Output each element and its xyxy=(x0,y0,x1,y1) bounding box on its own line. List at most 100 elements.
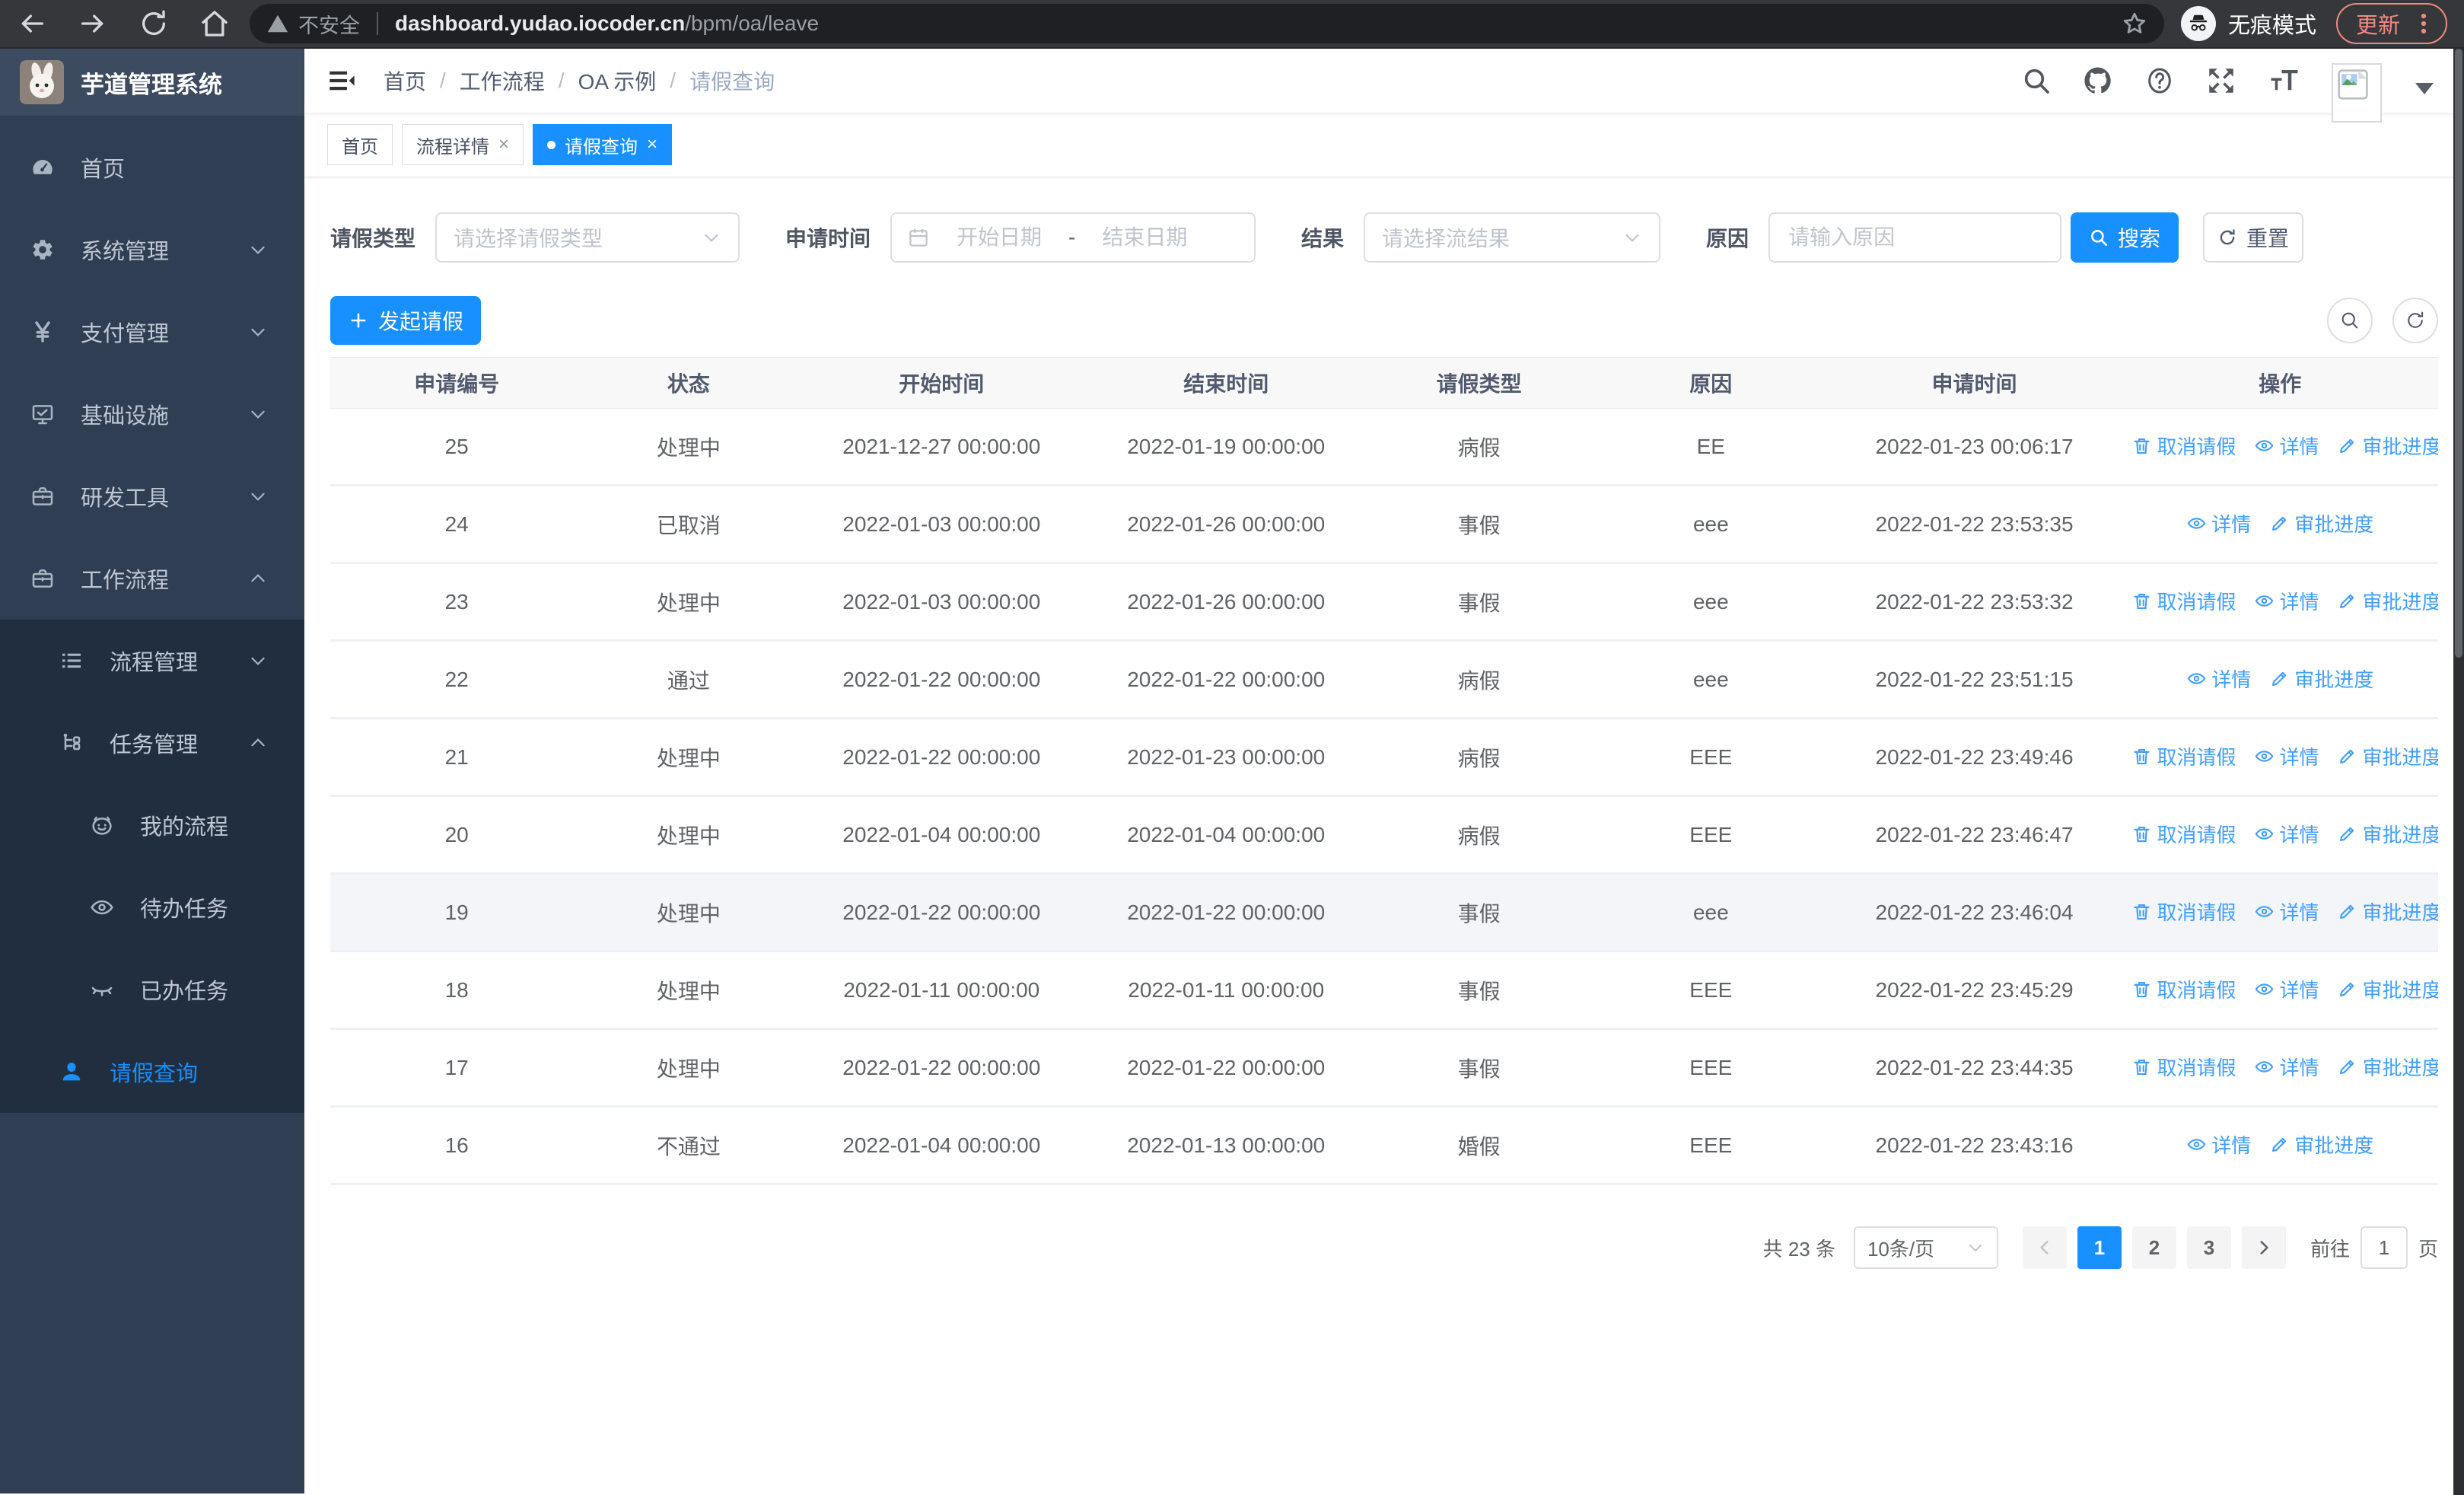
start-date-input[interactable] xyxy=(941,225,1059,250)
menu-dots-icon[interactable] xyxy=(2411,11,2437,37)
detail-action-link[interactable]: 详情 xyxy=(2186,509,2251,537)
page-button-3[interactable]: 3 xyxy=(2186,1226,2231,1269)
cell-type: 事假 xyxy=(1363,873,1595,952)
detail-action-link[interactable]: 详情 xyxy=(2254,820,2319,848)
tab-home[interactable]: 首页 xyxy=(327,124,393,165)
progress-action-link[interactable]: 审批进度 xyxy=(2337,975,2438,1003)
cancel-action-link[interactable]: 取消请假 xyxy=(2131,742,2236,770)
sidebar-item-7[interactable]: 流程管理 xyxy=(0,620,304,702)
breadcrumb-item[interactable]: 首页 xyxy=(384,70,427,94)
progress-action-link[interactable]: 审批进度 xyxy=(2337,897,2438,926)
home-icon[interactable] xyxy=(199,8,230,39)
back-icon[interactable] xyxy=(17,8,47,39)
cancel-action-link[interactable]: 取消请假 xyxy=(2131,432,2236,460)
progress-action-link[interactable]: 审批进度 xyxy=(2269,665,2373,693)
sidebar-item-6[interactable]: 工作流程 xyxy=(0,537,304,620)
sidebar-item-8[interactable]: 任务管理 xyxy=(0,702,304,784)
collapse-sidebar-icon[interactable] xyxy=(326,65,358,97)
search-button[interactable]: 搜索 xyxy=(2071,212,2179,263)
sidebar-item-5[interactable]: 研发工具 xyxy=(0,455,304,537)
page-size-select[interactable]: 10条/页 xyxy=(1853,1226,1998,1269)
cell-apply_time: 2022-01-22 23:45:29 xyxy=(1826,951,2122,1030)
scrollbar-thumb[interactable] xyxy=(2455,49,2462,658)
progress-action-link[interactable]: 审批进度 xyxy=(2337,432,2438,460)
sidebar-item-11[interactable]: 已办任务 xyxy=(0,948,304,1031)
tab-process-detail[interactable]: 流程详情 × xyxy=(402,124,524,165)
cancel-action-link[interactable]: 取消请假 xyxy=(2131,975,2236,1003)
detail-action-link[interactable]: 详情 xyxy=(2186,665,2251,693)
bookmark-star-icon[interactable] xyxy=(2122,11,2147,37)
apply-time-range-picker[interactable]: - xyxy=(890,212,1256,263)
sidebar-item-3[interactable]: 支付管理 xyxy=(0,291,304,373)
refresh-table-button[interactable] xyxy=(2392,298,2438,343)
progress-action-link[interactable]: 审批进度 xyxy=(2269,1130,2373,1159)
detail-action-link[interactable]: 详情 xyxy=(2254,432,2319,460)
forward-icon[interactable] xyxy=(78,8,108,39)
cell-id: 20 xyxy=(330,795,584,875)
breadcrumb-item[interactable]: 工作流程 xyxy=(459,70,545,94)
progress-action-link[interactable]: 审批进度 xyxy=(2337,1053,2438,1081)
warning-icon xyxy=(266,12,289,35)
progress-action-link[interactable]: 审批进度 xyxy=(2337,742,2438,770)
create-leave-button[interactable]: 发起请假 xyxy=(330,296,481,345)
security-label[interactable]: 不安全 xyxy=(298,14,360,37)
page-button-2[interactable]: 2 xyxy=(2131,1226,2176,1269)
prev-page-button[interactable] xyxy=(2022,1226,2067,1269)
end-date-input[interactable] xyxy=(1086,225,1204,250)
chevron-down-icon[interactable] xyxy=(2415,82,2434,94)
reload-icon[interactable] xyxy=(138,8,169,39)
detail-action-link[interactable]: 详情 xyxy=(2254,742,2319,770)
reset-button[interactable]: 重置 xyxy=(2203,212,2304,263)
detail-action-link[interactable]: 详情 xyxy=(2186,1130,2251,1159)
cancel-action-label: 取消请假 xyxy=(2157,746,2236,769)
result-select[interactable]: 请选择流结果 xyxy=(1364,212,1661,263)
reason-input-wrap xyxy=(1768,212,2062,263)
sidebar-item-9[interactable]: 我的流程 xyxy=(0,784,304,866)
url-text[interactable]: dashboard.yudao.iocoder.cn/bpm/oa/leave xyxy=(395,11,820,35)
progress-action-link[interactable]: 审批进度 xyxy=(2337,587,2438,615)
help-icon[interactable] xyxy=(2144,65,2175,96)
leave-type-select[interactable]: 请选择请假类型 xyxy=(435,212,740,263)
cancel-action-link[interactable]: 取消请假 xyxy=(2131,587,2236,615)
font-size-icon[interactable] xyxy=(2268,65,2301,97)
view-icon xyxy=(2254,435,2275,456)
sidebar-item-12[interactable]: 请假查询 xyxy=(0,1031,304,1113)
github-icon[interactable] xyxy=(2082,65,2114,97)
progress-action-label: 审批进度 xyxy=(2294,513,2374,536)
cancel-action-link[interactable]: 取消请假 xyxy=(2131,1053,2236,1081)
update-button[interactable]: 更新 xyxy=(2335,3,2447,44)
progress-action-link[interactable]: 审批进度 xyxy=(2269,509,2373,537)
sidebar-item-2[interactable]: 系统管理 xyxy=(0,209,304,291)
sidebar-item-label: 首页 xyxy=(81,158,126,182)
divider xyxy=(377,12,378,35)
tab-leave-query[interactable]: 请假查询 × xyxy=(533,124,673,165)
fullscreen-icon[interactable] xyxy=(2205,65,2237,97)
detail-action-link[interactable]: 详情 xyxy=(2254,975,2319,1003)
detail-action-link[interactable]: 详情 xyxy=(2254,897,2319,926)
detail-action-link[interactable]: 详情 xyxy=(2254,1053,2319,1081)
user-avatar[interactable] xyxy=(2332,63,2382,123)
sidebar-item-1[interactable]: 首页 xyxy=(0,126,304,209)
logo-row[interactable]: 芋道管理系统 xyxy=(0,49,304,116)
cancel-action-link[interactable]: 取消请假 xyxy=(2131,897,2236,926)
column-header: 操作 xyxy=(2122,357,2438,409)
search-icon[interactable] xyxy=(2021,65,2052,96)
goto-page-input[interactable] xyxy=(2360,1226,2408,1269)
url-bar[interactable]: 不安全 dashboard.yudao.iocoder.cn/bpm/oa/le… xyxy=(250,4,2164,43)
close-icon[interactable]: × xyxy=(647,134,658,155)
next-page-button[interactable] xyxy=(2241,1226,2286,1269)
detail-action-link[interactable]: 详情 xyxy=(2254,587,2319,615)
close-icon[interactable]: × xyxy=(498,134,510,155)
cancel-action-link[interactable]: 取消请假 xyxy=(2131,820,2236,848)
reason-input[interactable] xyxy=(1787,225,2044,250)
cell-apply_time: 2022-01-22 23:49:46 xyxy=(1826,718,2122,797)
table-row: 17 处理中 2022-01-22 00:00:00 2022-01-22 00:00… xyxy=(330,1028,2438,1108)
progress-action-link[interactable]: 审批进度 xyxy=(2337,820,2438,848)
trash-icon xyxy=(2131,901,2152,922)
page-scrollbar[interactable] xyxy=(2453,49,2464,1495)
breadcrumb-item[interactable]: OA 示例 xyxy=(578,70,657,94)
sidebar-item-10[interactable]: 待办任务 xyxy=(0,866,304,948)
page-button-1[interactable]: 1 xyxy=(2077,1226,2122,1269)
show-search-button[interactable] xyxy=(2327,298,2373,343)
sidebar-item-4[interactable]: 基础设施 xyxy=(0,373,304,455)
